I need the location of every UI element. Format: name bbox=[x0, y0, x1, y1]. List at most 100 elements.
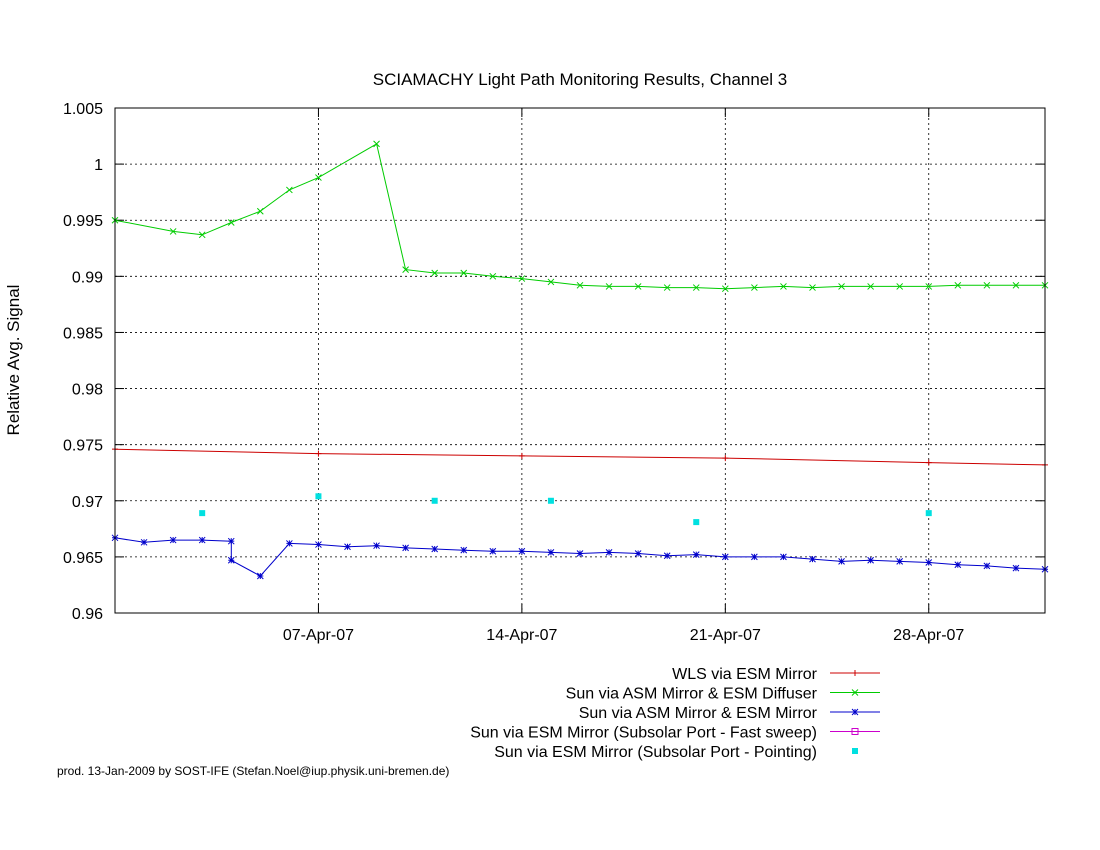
data-series bbox=[111, 140, 1049, 580]
data-point bbox=[925, 283, 933, 290]
data-point bbox=[489, 547, 497, 555]
legend-label: Sun via ASM Mirror & ESM Diffuser bbox=[566, 686, 818, 703]
data-point bbox=[1012, 564, 1020, 572]
data-point bbox=[896, 558, 904, 565]
data-point bbox=[809, 555, 816, 563]
x-tick-label: 14-Apr-07 bbox=[486, 627, 557, 644]
data-point bbox=[838, 283, 845, 290]
data-point bbox=[547, 497, 554, 504]
data-point bbox=[851, 689, 859, 696]
data-point bbox=[576, 281, 584, 289]
data-point bbox=[373, 140, 380, 148]
y-tick-label: 0.965 bbox=[63, 550, 103, 567]
legend-label: Sun via ESM Mirror (Subsolar Port - Poin… bbox=[494, 744, 817, 761]
data-point bbox=[925, 510, 932, 517]
data-point bbox=[373, 542, 380, 550]
data-point bbox=[867, 283, 874, 290]
y-tick-label: 0.975 bbox=[63, 438, 103, 455]
data-point bbox=[256, 572, 264, 580]
data-point bbox=[692, 284, 700, 291]
data-point bbox=[315, 493, 322, 500]
data-point bbox=[722, 455, 729, 462]
data-point bbox=[518, 275, 526, 282]
series-1 bbox=[112, 446, 1048, 468]
data-point bbox=[402, 544, 409, 552]
data-point bbox=[489, 272, 497, 280]
data-point bbox=[693, 519, 700, 526]
data-point bbox=[925, 559, 933, 566]
chart-title: SCIAMACHY Light Path Monitoring Results,… bbox=[373, 70, 788, 89]
data-point bbox=[780, 283, 787, 290]
data-point bbox=[780, 553, 787, 561]
data-point bbox=[867, 556, 874, 564]
data-point bbox=[518, 547, 526, 555]
data-point bbox=[605, 283, 613, 290]
data-point bbox=[315, 541, 322, 548]
data-point bbox=[925, 459, 932, 466]
y-tick-label: 0.995 bbox=[63, 213, 103, 230]
data-point bbox=[851, 708, 859, 716]
series-5 bbox=[199, 493, 932, 526]
data-point bbox=[460, 546, 468, 554]
data-point bbox=[198, 231, 206, 239]
data-point bbox=[751, 553, 758, 561]
data-point bbox=[721, 553, 729, 561]
data-point bbox=[751, 284, 758, 291]
y-tick-label: 0.96 bbox=[72, 606, 103, 623]
data-point bbox=[227, 556, 235, 564]
data-point bbox=[692, 551, 700, 558]
series-2 bbox=[111, 140, 1049, 293]
data-point bbox=[227, 537, 235, 545]
data-point bbox=[402, 266, 409, 273]
x-tick-label: 28-Apr-07 bbox=[893, 627, 964, 644]
y-tick-label: 0.98 bbox=[72, 382, 103, 399]
data-point bbox=[169, 228, 177, 235]
data-point bbox=[199, 510, 206, 517]
data-point bbox=[169, 536, 177, 544]
axis-ticks: 0.96 0.965 0.97 0.975 0.98 0.985 0.99 0.995 1 1.0… bbox=[63, 101, 1045, 644]
data-point bbox=[518, 452, 525, 459]
data-point bbox=[605, 549, 613, 556]
y-tick-label: 0.97 bbox=[72, 494, 103, 511]
data-point bbox=[315, 450, 322, 457]
data-point bbox=[721, 285, 729, 293]
y-axis-label: Relative Avg. Signal bbox=[4, 285, 23, 436]
data-point bbox=[1012, 281, 1020, 289]
grid bbox=[115, 108, 1045, 613]
plot-frame bbox=[114, 107, 1046, 614]
data-point bbox=[460, 269, 468, 277]
footer-credit: prod. 13-Jan-2009 by SOST-IFE (Stefan.No… bbox=[57, 764, 449, 778]
y-tick-label: 1 bbox=[94, 157, 103, 174]
data-point bbox=[198, 536, 206, 544]
data-point bbox=[663, 552, 671, 560]
data-point bbox=[431, 545, 439, 553]
legend-label: Sun via ASM Mirror & ESM Mirror bbox=[579, 705, 818, 722]
data-point bbox=[634, 283, 642, 290]
data-point bbox=[954, 281, 962, 289]
data-point bbox=[809, 284, 816, 291]
y-tick-label: 1.005 bbox=[63, 101, 103, 118]
data-point bbox=[344, 543, 351, 551]
legend: WLS via ESM Mirror Sun via ASM Mirror & E… bbox=[470, 666, 880, 761]
data-point bbox=[663, 284, 671, 291]
series-line bbox=[114, 537, 1046, 577]
data-point bbox=[227, 219, 235, 226]
data-point bbox=[286, 540, 293, 547]
data-point bbox=[838, 558, 845, 565]
data-point bbox=[852, 748, 858, 754]
data-point bbox=[140, 538, 148, 546]
data-point bbox=[954, 561, 962, 569]
data-point bbox=[547, 278, 555, 286]
data-point bbox=[576, 550, 584, 557]
x-tick-label: 21-Apr-07 bbox=[690, 627, 761, 644]
data-point bbox=[983, 562, 991, 570]
y-tick-label: 0.99 bbox=[72, 269, 103, 286]
data-point bbox=[431, 497, 438, 504]
data-point bbox=[315, 174, 322, 181]
data-point bbox=[256, 207, 264, 215]
y-tick-label: 0.985 bbox=[63, 325, 103, 342]
series-line bbox=[114, 448, 1046, 466]
data-point bbox=[431, 269, 439, 277]
data-point bbox=[547, 549, 555, 556]
